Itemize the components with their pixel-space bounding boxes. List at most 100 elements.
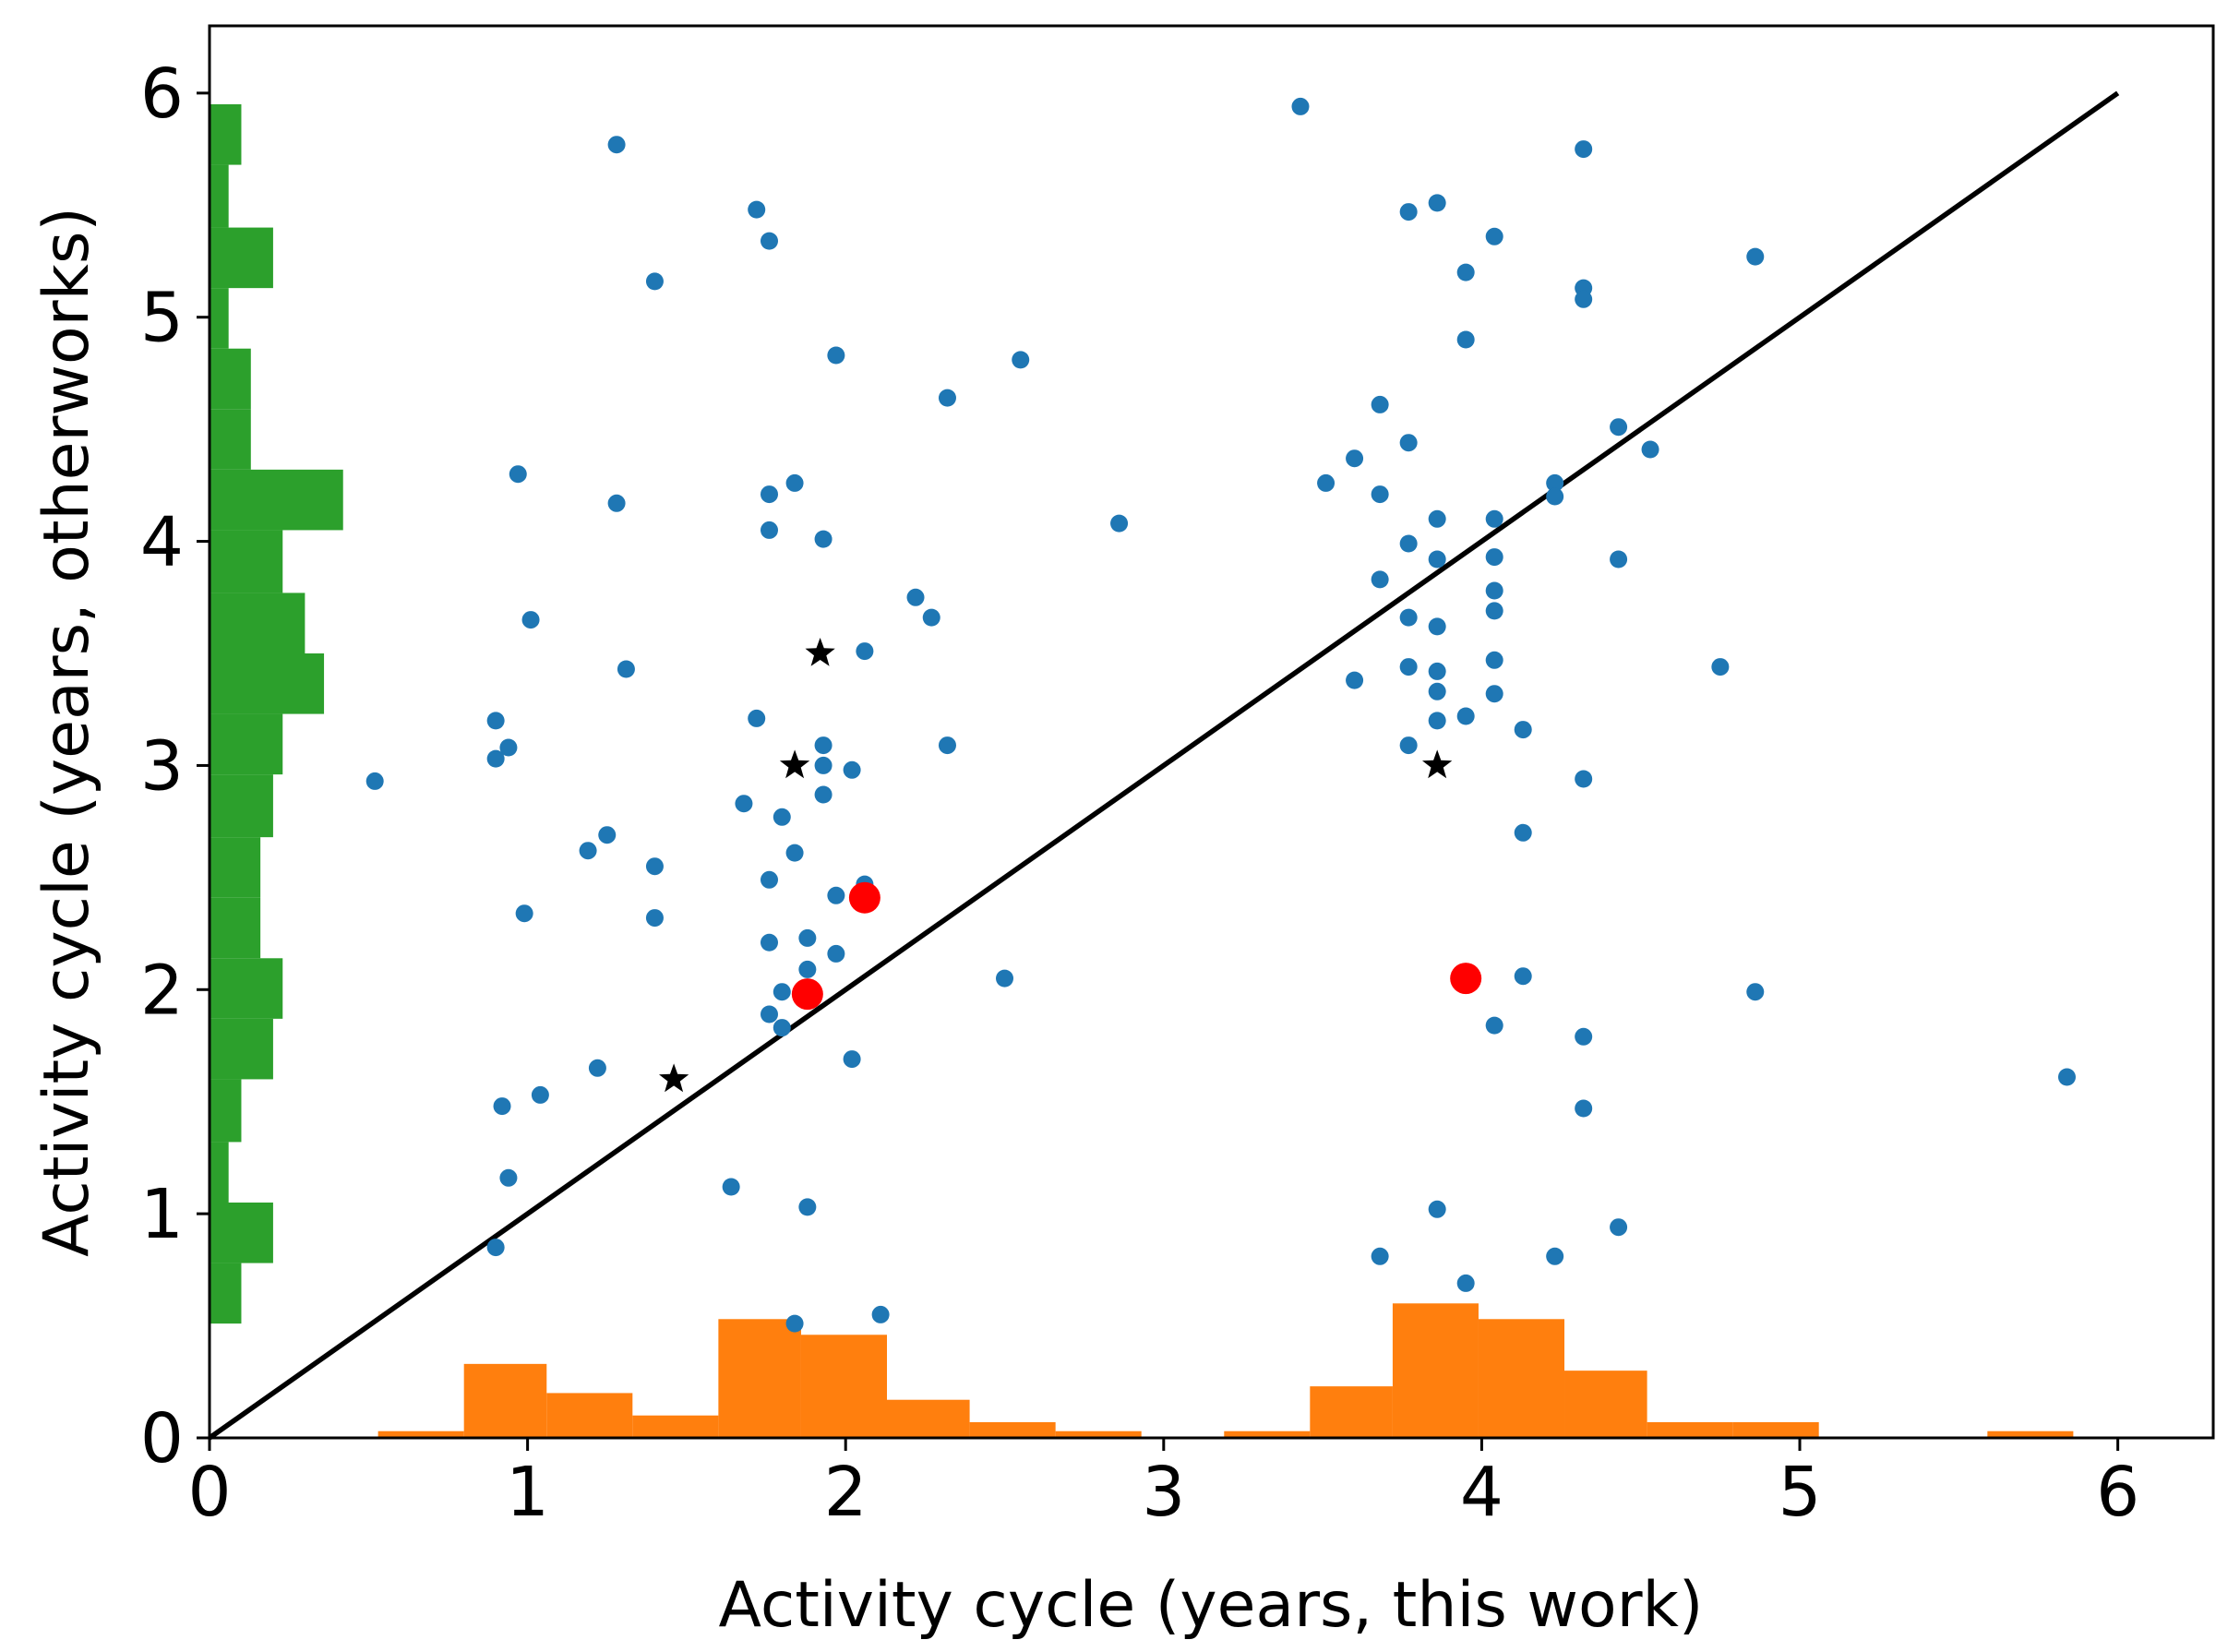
histogram-y-bar xyxy=(210,469,343,531)
data-point xyxy=(1514,967,1532,986)
reference-line-group xyxy=(208,90,2120,1441)
histogram-x-bar xyxy=(546,1393,633,1438)
histogram-y-bar xyxy=(210,348,251,410)
data-point xyxy=(486,749,505,768)
data-point xyxy=(1346,671,1364,689)
data-point xyxy=(827,346,845,365)
data-point xyxy=(1610,550,1628,569)
data-point xyxy=(1428,194,1446,212)
data-point xyxy=(1371,485,1389,504)
data-point xyxy=(1399,434,1418,452)
data-point xyxy=(579,842,597,860)
data-point xyxy=(607,494,626,512)
histogram-y-bar xyxy=(210,897,261,959)
highlight-point xyxy=(848,881,880,914)
histogram-y-bar xyxy=(210,713,283,775)
star-point xyxy=(659,1063,689,1093)
data-point xyxy=(1456,1274,1475,1292)
data-point xyxy=(798,960,817,978)
x-tick-label: 2 xyxy=(824,1453,868,1532)
data-point xyxy=(1546,487,1564,506)
data-point xyxy=(1428,550,1446,569)
data-point xyxy=(1371,570,1389,589)
x-tick-label: 5 xyxy=(1778,1453,1821,1532)
histogram-y-bar xyxy=(210,1018,273,1080)
data-point xyxy=(761,521,779,539)
data-point xyxy=(761,933,779,952)
data-point xyxy=(1641,440,1659,459)
histogram-x-bar xyxy=(632,1415,719,1438)
data-point xyxy=(1110,514,1129,533)
histogram-y-bar xyxy=(210,409,251,470)
y-tick-label: 6 xyxy=(140,54,184,134)
ticks-group: 0 1 2 3 4 5 6 0 1 2 3 4 5 6 xyxy=(140,54,2139,1532)
data-point xyxy=(1575,1099,1593,1118)
histogram-y-bar xyxy=(210,593,305,653)
data-point xyxy=(1317,473,1336,492)
data-point xyxy=(814,785,833,804)
data-point xyxy=(1456,263,1475,281)
y-tick-label: 0 xyxy=(140,1399,184,1478)
data-point xyxy=(748,709,766,727)
data-point xyxy=(1399,658,1418,676)
star-point xyxy=(805,638,835,666)
highlight-point xyxy=(1450,963,1482,995)
y-tick-label: 3 xyxy=(140,726,184,806)
data-point xyxy=(1575,1027,1593,1046)
star-point xyxy=(1422,749,1453,779)
histogram-y-bar xyxy=(210,1203,273,1263)
data-point xyxy=(827,886,845,904)
data-point xyxy=(365,772,384,790)
data-point xyxy=(1711,658,1730,676)
histogram-x-bar xyxy=(1392,1303,1479,1438)
data-point xyxy=(785,1314,804,1333)
data-point xyxy=(521,611,540,629)
data-point xyxy=(748,200,766,219)
y-tick-label: 2 xyxy=(140,951,184,1030)
x-tick-label: 6 xyxy=(2096,1453,2139,1532)
data-point xyxy=(515,904,533,923)
data-point xyxy=(773,1019,791,1037)
histogram-x-bar xyxy=(1055,1431,1142,1438)
histogram-x-bar xyxy=(969,1422,1056,1438)
points-group xyxy=(365,97,2076,1333)
star-point xyxy=(779,749,810,779)
histogram-y-bar xyxy=(210,1079,242,1143)
data-point xyxy=(785,844,804,862)
data-point xyxy=(645,857,664,876)
data-point xyxy=(1399,203,1418,221)
data-point xyxy=(938,736,956,755)
x-tick-label: 3 xyxy=(1142,1453,1185,1532)
histogram-y-bar xyxy=(210,1263,242,1324)
data-point xyxy=(1746,247,1765,266)
data-point xyxy=(1456,330,1475,349)
data-point xyxy=(722,1178,740,1196)
data-point xyxy=(1610,1218,1628,1237)
data-point xyxy=(1575,290,1593,308)
reference-line xyxy=(208,90,2120,1441)
x-tick-label: 1 xyxy=(506,1453,549,1532)
data-point xyxy=(499,1168,518,1187)
plot-frame xyxy=(208,24,2215,1440)
data-point xyxy=(1514,721,1532,739)
data-point xyxy=(499,738,518,757)
data-point xyxy=(486,712,505,730)
data-point xyxy=(1485,651,1503,669)
data-point xyxy=(509,465,527,484)
data-point xyxy=(1546,473,1564,492)
data-point xyxy=(922,608,940,627)
data-point xyxy=(1012,351,1030,369)
data-point xyxy=(1428,617,1446,636)
data-point xyxy=(1546,1247,1564,1265)
histogram-y-bar xyxy=(210,288,229,349)
y-tick-label: 5 xyxy=(140,279,184,358)
histogram-x-bar xyxy=(800,1335,888,1438)
data-point xyxy=(773,808,791,826)
data-point xyxy=(773,983,791,1001)
histogram-x-bar xyxy=(1647,1422,1733,1438)
histogram-y-bar xyxy=(210,164,229,228)
histogram-x-group xyxy=(377,1303,2074,1438)
data-point xyxy=(1610,418,1628,437)
highlight-point xyxy=(791,978,823,1011)
